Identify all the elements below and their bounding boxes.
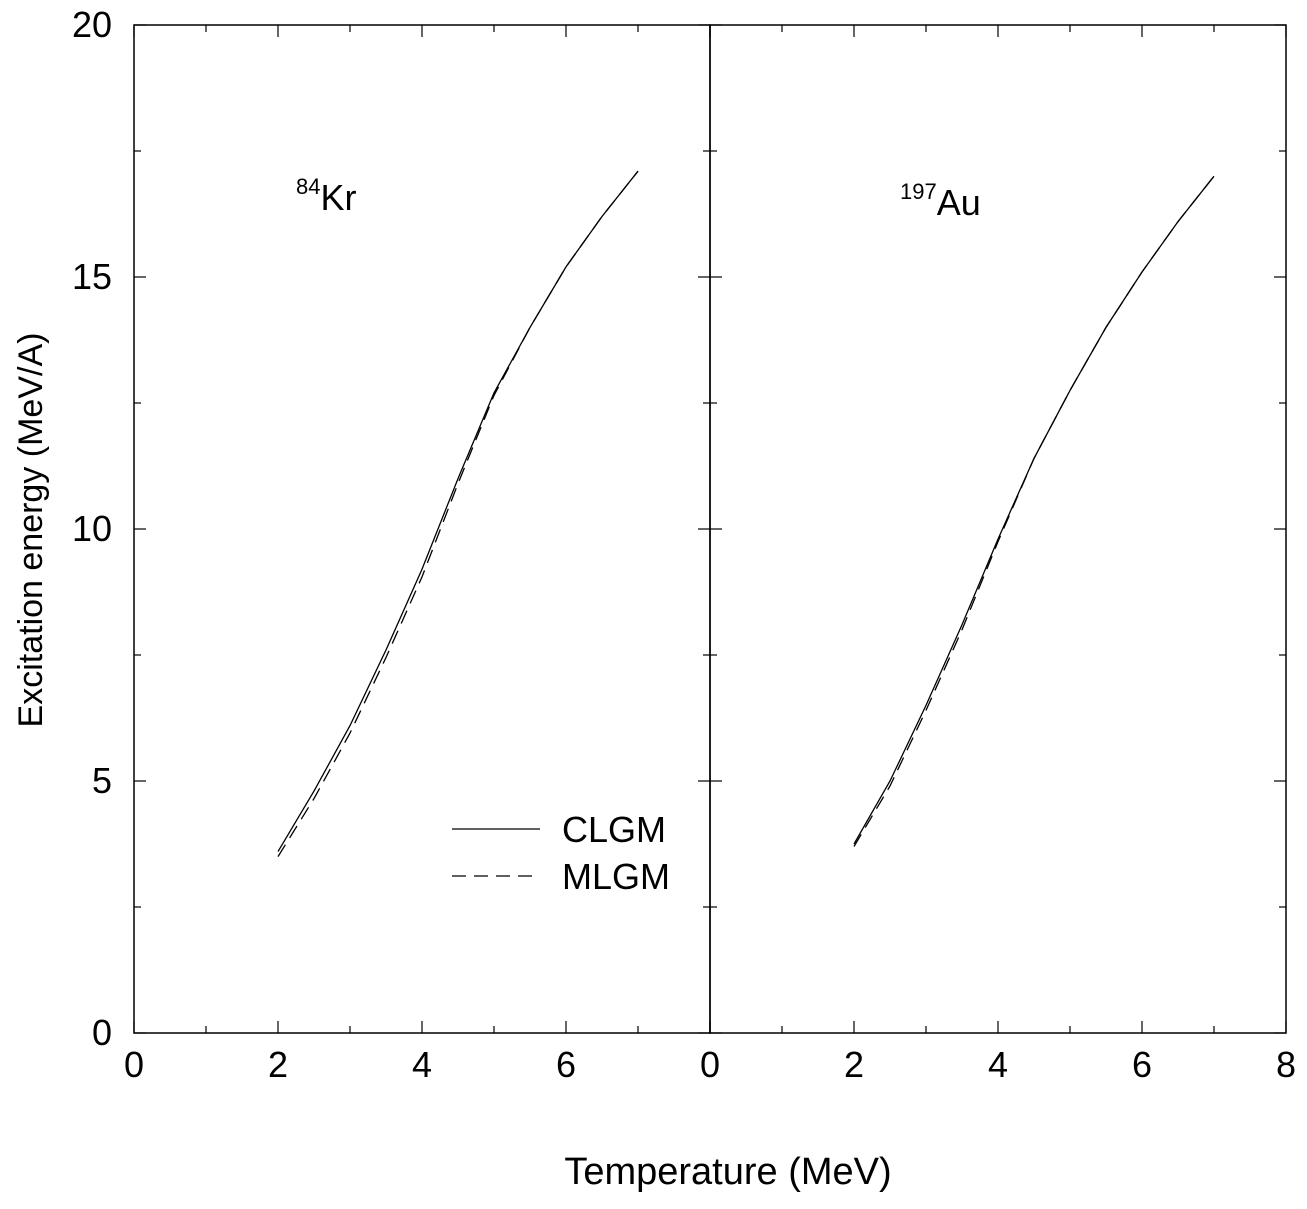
panel-2: 0 2 4 6 8 197Au xyxy=(700,24,1296,1085)
panel-label-element: Kr xyxy=(320,177,356,218)
x-tick-label: 4 xyxy=(412,1044,432,1085)
x-tick-label: 8 xyxy=(1276,1044,1296,1085)
x-tick-label: 2 xyxy=(268,1044,288,1085)
x-tick-label: 6 xyxy=(556,1044,576,1085)
series-line-clgm xyxy=(277,170,639,852)
series-line-mlgm xyxy=(277,170,639,857)
panel-1: 0 2 4 6 0 5 10 15 20 84Kr CLGM MLGM xyxy=(72,4,711,1085)
x-tick-label: 2 xyxy=(844,1044,864,1085)
y-tick-label: 0 xyxy=(92,1012,112,1053)
legend-label-mlgm: MLGM xyxy=(562,856,670,897)
x-tick-label: 0 xyxy=(124,1044,144,1085)
panel-label-mass: 197 xyxy=(900,179,937,204)
y-axis-label: Excitation energy (MeV/A) xyxy=(12,333,50,728)
panel-label-element: Au xyxy=(937,182,981,223)
legend-label-clgm: CLGM xyxy=(562,809,666,850)
series-line-clgm xyxy=(853,175,1215,845)
x-tick-label: 0 xyxy=(700,1044,720,1085)
y-tick-label: 20 xyxy=(72,4,112,45)
panel-label: 84Kr xyxy=(296,174,356,218)
panel-label-mass: 84 xyxy=(296,174,320,199)
panel-frame xyxy=(709,24,1287,1034)
x-tick-label: 4 xyxy=(988,1044,1008,1085)
legend: CLGM MLGM xyxy=(452,809,670,897)
y-tick-label: 5 xyxy=(92,760,112,801)
series-line-mlgm xyxy=(853,175,1215,847)
x-axis-label: Temperature (MeV) xyxy=(564,1151,891,1193)
panels: 0 2 4 6 0 5 10 15 20 84Kr CLGM MLGM 0 2 4 6 8 197Au xyxy=(72,4,1296,1085)
x-tick-label: 6 xyxy=(1132,1044,1152,1085)
y-tick-label: 10 xyxy=(72,508,112,549)
panel-label: 197Au xyxy=(900,179,981,223)
y-tick-label: 15 xyxy=(72,256,112,297)
